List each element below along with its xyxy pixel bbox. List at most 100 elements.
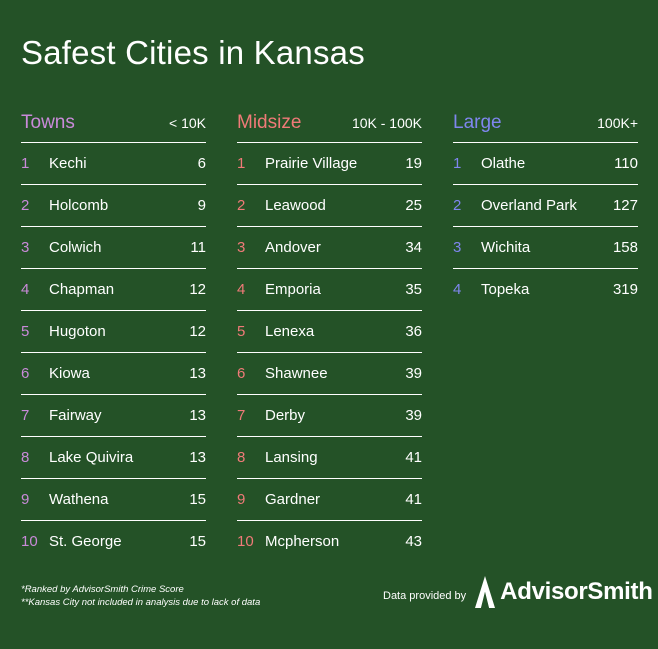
table-row: 1 Kechi 6 [21,143,206,185]
rank-number: 3 [453,239,462,256]
table-row: 3 Colwich 11 [21,227,206,269]
crime-score: 43 [405,533,422,550]
rank-number: 5 [237,323,246,340]
rank-number: 8 [237,449,246,466]
city-name: Kiowa [49,365,90,382]
rank-number: 5 [21,323,30,340]
city-name: Chapman [49,281,115,298]
crime-score: 12 [189,323,206,340]
table-row: 7 Fairway 13 [21,395,206,437]
table-row: 10 St. George 15 [21,521,206,562]
ranking-list: 1 Prairie Village 19 2 Leawood 25 3 Andover 34 4 E… [237,143,422,562]
rank-number: 10 [237,533,254,550]
rank-number: 8 [21,449,30,466]
column-name: Midsize [237,112,302,133]
crime-score: 6 [197,155,206,172]
rank-number: 4 [21,281,30,298]
crime-score: 9 [197,197,206,214]
footnotes: *Ranked by AdvisorSmith Crime Score **Ka… [21,583,260,609]
table-row: 1 Prairie Village 19 [237,143,422,185]
city-name: Derby [265,407,306,424]
crime-score: 110 [614,155,638,172]
city-name: Prairie Village [265,155,358,172]
credit-label: Data provided by [383,590,467,602]
crime-score: 13 [189,365,206,382]
column-range: 10K - 100K [351,115,422,131]
table-row: 3 Andover 34 [237,227,422,269]
city-name: Topeka [481,281,530,298]
table-row: 4 Emporia 35 [237,269,422,311]
city-name: Lansing [265,449,318,466]
city-name: Overland Park [481,197,577,214]
crime-score: 25 [405,197,422,214]
ranking-list: 1 Olathe 110 2 Overland Park 127 3 Wichita 158 4 T… [453,143,638,310]
city-name: Gardner [265,491,321,508]
table-row: 8 Lansing 41 [237,437,422,479]
ranking-list: 1 Kechi 6 2 Holcomb 9 3 Colwich 11 4 Chapman 12 5 Hug… [21,143,206,562]
city-name: Andover [265,239,321,256]
city-name: Lenexa [265,323,315,340]
rank-number: 1 [237,155,246,172]
city-name: Shawnee [265,365,328,382]
large-column: Large 100K+ 1 Olathe 110 2 Overland Park 127 3… [453,112,638,310]
footnote-exclusion: **Kansas City not included in analysis d… [21,597,261,608]
city-name: Lake Quivira [49,449,134,466]
rank-number: 4 [237,281,246,298]
crime-score: 41 [405,491,422,508]
crime-score: 39 [405,365,422,382]
table-row: 6 Kiowa 13 [21,353,206,395]
city-name: Wathena [49,491,109,508]
footnote-ranking: *Ranked by AdvisorSmith Crime Score [21,584,184,595]
rank-number: 2 [237,197,246,214]
table-row: 5 Hugoton 12 [21,311,206,353]
rank-number: 6 [21,365,30,382]
crime-score: 19 [405,155,422,172]
crime-score: 11 [190,239,206,256]
rank-number: 6 [237,365,246,382]
column-name: Towns [21,112,75,133]
crime-score: 15 [189,533,206,550]
crime-score: 35 [405,281,422,298]
crime-score: 13 [189,407,206,424]
city-name: Leawood [265,197,326,214]
rank-number: 7 [237,407,246,424]
rank-number: 1 [453,155,462,172]
table-row: 2 Leawood 25 [237,185,422,227]
crime-score: 127 [612,197,638,214]
column-range: < 10K [169,115,206,131]
table-row: 2 Overland Park 127 [453,185,638,227]
page-title: Safest Cities in Kansas [21,34,365,71]
city-name: Holcomb [49,197,109,214]
rank-number: 3 [21,239,30,256]
midsize-column: Midsize 10K - 100K 1 Prairie Village 19 2 Le… [237,112,422,562]
rank-number: 3 [237,239,246,256]
towns-column: Towns < 10K 1 Kechi 6 2 Holcomb 9 3 Colwich 11 4 C… [21,112,206,562]
advisorsmith-a-icon [475,576,496,608]
city-name: Fairway [49,407,102,424]
table-row: 4 Topeka 319 [453,269,638,310]
rank-number: 1 [21,155,30,172]
city-name: Olathe [481,155,526,172]
column-range: 100K+ [597,115,638,131]
city-name: Kechi [49,155,87,172]
city-name: St. George [49,533,122,550]
crime-score: 36 [405,323,422,340]
table-row: 1 Olathe 110 [453,143,638,185]
table-row: 9 Wathena 15 [21,479,206,521]
crime-score: 319 [612,281,638,298]
city-name: Hugoton [49,323,106,340]
crime-score: 34 [405,239,422,256]
crime-score: 158 [612,239,638,256]
crime-score: 13 [189,449,206,466]
crime-score: 39 [405,407,422,424]
advisorsmith-logo-text: AdvisorSmith [500,578,653,605]
rank-number: 7 [21,407,30,424]
table-row: 3 Wichita 158 [453,227,638,269]
rank-number: 2 [453,197,462,214]
table-row: 9 Gardner 41 [237,479,422,521]
table-row: 8 Lake Quivira 13 [21,437,206,479]
crime-score: 15 [189,491,206,508]
table-row: 4 Chapman 12 [21,269,206,311]
rank-number: 4 [453,281,462,298]
crime-score: 12 [189,281,206,298]
